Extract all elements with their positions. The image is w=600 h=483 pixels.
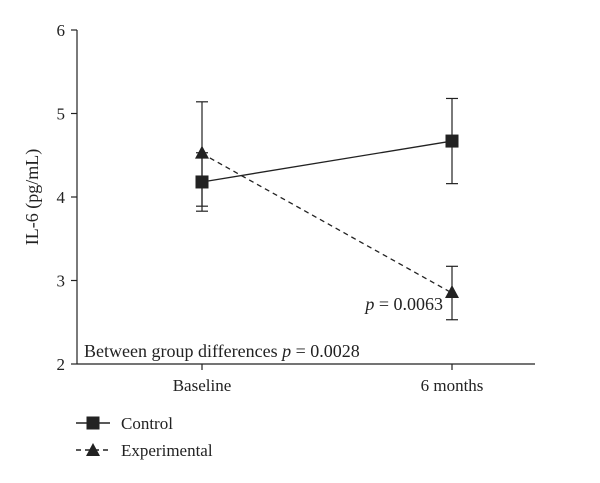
group-p-value: = 0.0028 bbox=[291, 341, 360, 361]
series-line-experimental bbox=[201, 153, 453, 294]
legend-label-control: Control bbox=[121, 414, 173, 433]
data-point-experimental bbox=[195, 145, 209, 159]
group-p-symbol: p bbox=[280, 341, 291, 361]
y-tick-label: 2 bbox=[57, 355, 66, 374]
data-point-control bbox=[445, 134, 459, 148]
series-experimental bbox=[195, 101, 459, 321]
legend: Control Experimental bbox=[76, 414, 213, 460]
y-ticks: 2 3 4 5 6 bbox=[57, 21, 77, 374]
legend-square-marker bbox=[86, 416, 100, 430]
series-control bbox=[195, 97, 459, 212]
group-p-text: Between group differences bbox=[84, 341, 282, 361]
x-ticks: Baseline 6 months bbox=[173, 364, 484, 395]
y-tick-label: 3 bbox=[57, 272, 66, 291]
data-point-experimental bbox=[445, 285, 459, 299]
point-p-annotation: p = 0.0063 bbox=[363, 294, 443, 314]
point-p-symbol: p bbox=[363, 294, 374, 314]
series-layer bbox=[195, 97, 459, 321]
y-tick-label: 5 bbox=[57, 105, 66, 124]
point-p-value: = 0.0063 bbox=[374, 294, 443, 314]
legend-item-experimental: Experimental bbox=[76, 441, 213, 460]
y-tick-label: 6 bbox=[57, 21, 66, 40]
x-tick-label: 6 months bbox=[421, 376, 484, 395]
x-tick-label: Baseline bbox=[173, 376, 232, 395]
group-p-annotation: Between group differences p = 0.0028 bbox=[84, 341, 360, 361]
legend-triangle-marker bbox=[86, 443, 100, 456]
y-axis-title: IL-6 (pg/mL) bbox=[22, 149, 43, 245]
legend-label-experimental: Experimental bbox=[121, 441, 213, 460]
y-tick-label: 4 bbox=[57, 188, 66, 207]
series-line-control bbox=[201, 140, 453, 183]
legend-item-control: Control bbox=[76, 414, 173, 433]
